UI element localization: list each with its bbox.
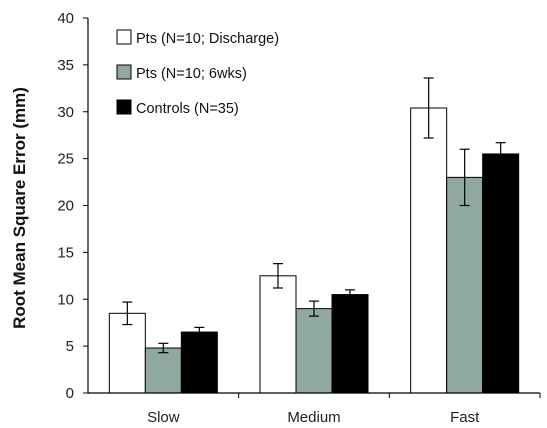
x-category-label: Fast [450,409,480,426]
bar-slow-series-3 [180,331,218,394]
x-category-label: Slow [147,409,180,426]
y-tick-label: 20 [57,198,74,215]
error-bars [122,77,506,354]
y-axis-ticks: 0 5 10 15 20 25 30 35 40 [57,10,88,402]
bar-slow-series-1 [108,312,146,394]
bar-fast-series-2 [446,176,484,394]
bars [108,107,520,394]
legend-label-1: Pts (N=10; Discharge) [136,31,279,47]
y-tick-label: 5 [66,338,74,355]
y-tick-label: 15 [57,244,74,261]
bar-slow-series-2 [144,347,182,394]
legend-label-3: Controls (N=35) [136,101,239,117]
bar-fast-series-1 [410,107,448,394]
bar-fast-series-3 [482,153,520,394]
y-tick-label: 40 [57,10,74,27]
bar-medium-series-2 [295,308,333,394]
legend-swatch-3 [116,99,132,115]
y-tick-label: 10 [57,291,74,308]
legend-swatch-2 [116,64,132,80]
x-category-label: Medium [287,409,340,426]
axes [87,18,540,394]
y-tick-label: 35 [57,57,74,74]
legend-label-2: Pts (N=10; 6wks) [136,66,247,82]
bar-medium-series-3 [331,294,369,394]
y-axis-label: Root Mean Square Error (mm) [10,87,29,329]
x-axis-categories: Slow Medium Fast [147,393,541,426]
y-tick-label: 30 [57,104,74,121]
legend: Pts (N=10; Discharge) Pts (N=10; 6wks) Con… [116,29,279,117]
y-tick-label: 0 [66,385,74,402]
legend-swatch-1 [116,29,132,45]
bar-medium-series-1 [259,275,297,394]
y-tick-label: 25 [57,151,74,168]
